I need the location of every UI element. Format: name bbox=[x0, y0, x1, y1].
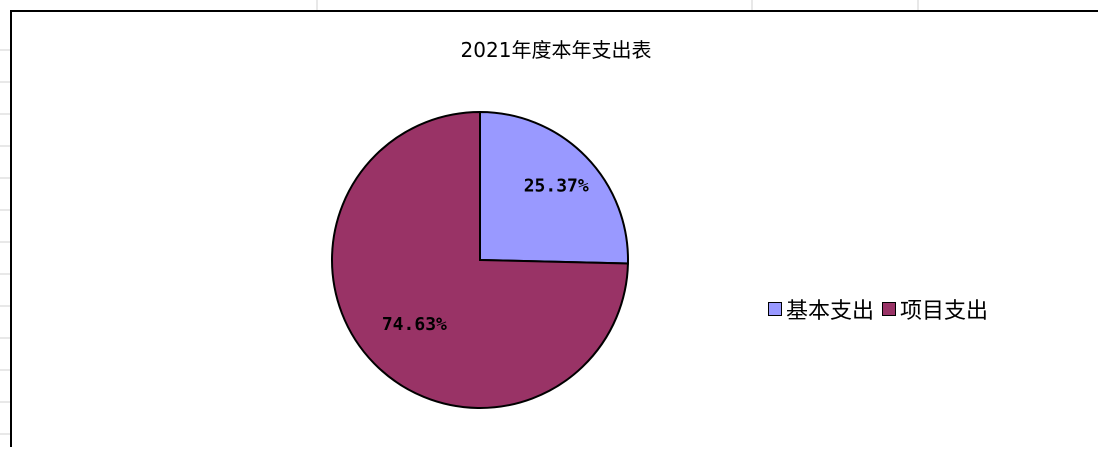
legend: 基本支出 项目支出 bbox=[768, 293, 988, 325]
pie-slice-basic bbox=[479, 110, 629, 265]
legend-label-project: 项目支出 bbox=[900, 299, 989, 324]
pie-label-project: 74.63% bbox=[382, 314, 447, 335]
legend-label-basic: 基本支出 bbox=[786, 299, 875, 324]
legend-item-project: 项目支出 bbox=[882, 293, 988, 325]
legend-swatch-basic bbox=[768, 302, 782, 316]
pie-chart: 25.37% 74.63% bbox=[331, 110, 629, 409]
chart-title: 2021年度本年支出表 bbox=[460, 38, 652, 62]
legend-swatch-project bbox=[882, 302, 897, 316]
chart-area: 2021年度本年支出表 25.37% 74.63% 基本支出 项目支出 bbox=[10, 10, 1098, 447]
legend-item-basic: 基本支出 bbox=[768, 293, 874, 325]
pie-label-basic: 25.37% bbox=[524, 176, 589, 197]
pie-slice-project bbox=[331, 110, 629, 409]
